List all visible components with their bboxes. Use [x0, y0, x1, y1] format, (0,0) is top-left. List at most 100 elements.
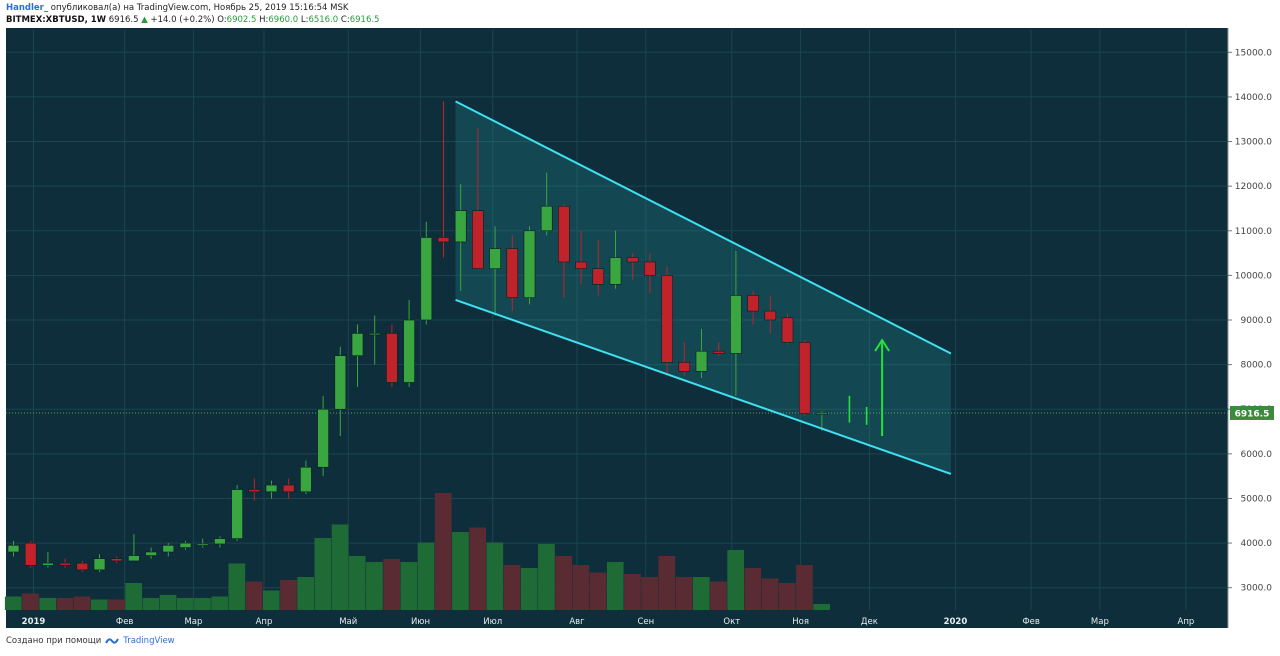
x-tick-label: Фев — [116, 617, 134, 627]
last-price-tag — [1230, 405, 1274, 420]
volume-bar — [366, 562, 383, 610]
x-tick-label: Апр — [256, 617, 273, 627]
up-arrow-head[interactable] — [874, 338, 890, 352]
volume-bar — [245, 581, 263, 610]
y-tick-label: 13000.0 — [1235, 138, 1272, 148]
candle-body — [506, 248, 519, 298]
candle-body — [351, 333, 364, 356]
volume-bar — [297, 577, 314, 610]
candle-body — [798, 342, 811, 414]
plot-background — [6, 28, 1228, 628]
symbol-line: BITMEX:XBTUSD, 1W 6916.5 ▲ +14.0 (+0.2%)… — [6, 14, 1276, 26]
tradingview-link[interactable]: TradingView — [123, 636, 175, 646]
candle-body — [592, 268, 605, 285]
chart-header: Handler_ опубликовал(а) на TradingView.c… — [6, 2, 1276, 28]
volume-bar — [159, 595, 177, 610]
candle-body — [386, 333, 398, 383]
volume-bar — [538, 544, 555, 610]
footer: Создано при помощи TradingView — [6, 636, 175, 646]
volume-bar — [39, 598, 56, 610]
volume-bar — [469, 527, 486, 610]
volume-bar — [194, 598, 211, 610]
candle-body — [420, 237, 433, 321]
candle-body — [368, 333, 381, 336]
y-tick-label: 10000.0 — [1235, 271, 1272, 281]
candle-body — [403, 319, 415, 383]
candle-body — [816, 412, 828, 415]
publish-line: Handler_ опубликовал(а) на TradingView.c… — [6, 2, 1276, 14]
x-tick-label: Ноя — [792, 617, 809, 627]
candle-body — [472, 210, 484, 269]
low-label: L: — [300, 15, 309, 25]
candle-body — [24, 542, 37, 566]
open-value: 6902.5 — [226, 15, 257, 25]
y-tick-label: 15000.0 — [1235, 48, 1272, 58]
footer-created-text: Создано при помощи — [6, 636, 102, 646]
volume-bar — [710, 581, 727, 610]
y-tick-label: 14000.0 — [1235, 93, 1272, 103]
candle-body — [334, 355, 347, 410]
channel-lower-line[interactable] — [455, 298, 952, 475]
x-tick-label: Дек — [861, 617, 878, 627]
volume-bar — [641, 577, 658, 610]
x-tick-label: Авг — [569, 617, 585, 627]
author-link[interactable]: Handler_ — [6, 3, 49, 13]
y-tick-label: 9000.0 — [1241, 316, 1273, 326]
candle-body — [59, 562, 71, 566]
volume-bar — [486, 542, 504, 610]
price-chart[interactable]: 15000.0 14000.0 13000.0 12000.0 11000.0 10000… — [0, 28, 1280, 634]
candle-body — [110, 558, 123, 562]
volume-bar — [400, 562, 418, 610]
volume-bar — [417, 542, 435, 610]
close-label: C: — [340, 15, 350, 25]
candle-body — [179, 542, 192, 548]
volume-bar — [434, 493, 452, 610]
publish-info: опубликовал(а) на TradingView.com, Ноябр… — [48, 3, 349, 13]
up-arrow-icon: ▲ — [141, 15, 148, 25]
y-tick-label: 5000.0 — [1241, 494, 1273, 504]
x-tick-label: 2019 — [22, 617, 46, 627]
volume-bar — [314, 538, 332, 610]
volume-bar — [90, 599, 108, 610]
candle-body — [231, 489, 243, 539]
candle-body — [644, 261, 656, 276]
candle-body — [575, 261, 587, 269]
channel-upper-line[interactable] — [455, 100, 952, 355]
price-change: +14.0 (+0.2%) — [150, 15, 215, 25]
high-label: H: — [259, 15, 269, 25]
channel-fill — [455, 101, 951, 474]
y-tick-label: 3000.0 — [1241, 584, 1273, 594]
volume-bar — [73, 596, 91, 610]
candle-body — [437, 237, 450, 243]
volume-bar — [727, 550, 744, 610]
candle-body — [764, 310, 777, 321]
candle-body — [42, 562, 54, 566]
y-tick-label: 4000.0 — [1241, 539, 1273, 549]
volume-bar — [761, 578, 779, 610]
volume-bar — [262, 590, 280, 610]
volume-bar — [658, 556, 676, 610]
volume-bar — [211, 596, 228, 610]
y-tick-label: 6000.0 — [1241, 450, 1273, 460]
x-tick-label: Окт — [723, 617, 740, 627]
volume-bar — [624, 574, 641, 610]
candle-body — [454, 210, 467, 243]
candle-body — [626, 257, 639, 263]
volume-bar — [108, 599, 125, 610]
volume-bar — [796, 565, 813, 610]
candle-body — [523, 230, 536, 298]
candle-body — [248, 489, 261, 493]
x-tick-label: Май — [339, 617, 357, 627]
volume-bar — [56, 598, 74, 610]
candle-body — [695, 350, 708, 372]
price-axis-background — [1228, 28, 1280, 628]
volume-bar — [813, 604, 830, 610]
candle-body — [93, 558, 106, 571]
last-price: 6916.5 — [108, 15, 139, 25]
low-value: 6516.0 — [308, 15, 339, 25]
candle-body — [145, 551, 157, 556]
candle-body — [317, 408, 329, 468]
candle-body — [282, 484, 295, 493]
candle-body — [558, 205, 570, 263]
volume-bar — [503, 565, 521, 610]
